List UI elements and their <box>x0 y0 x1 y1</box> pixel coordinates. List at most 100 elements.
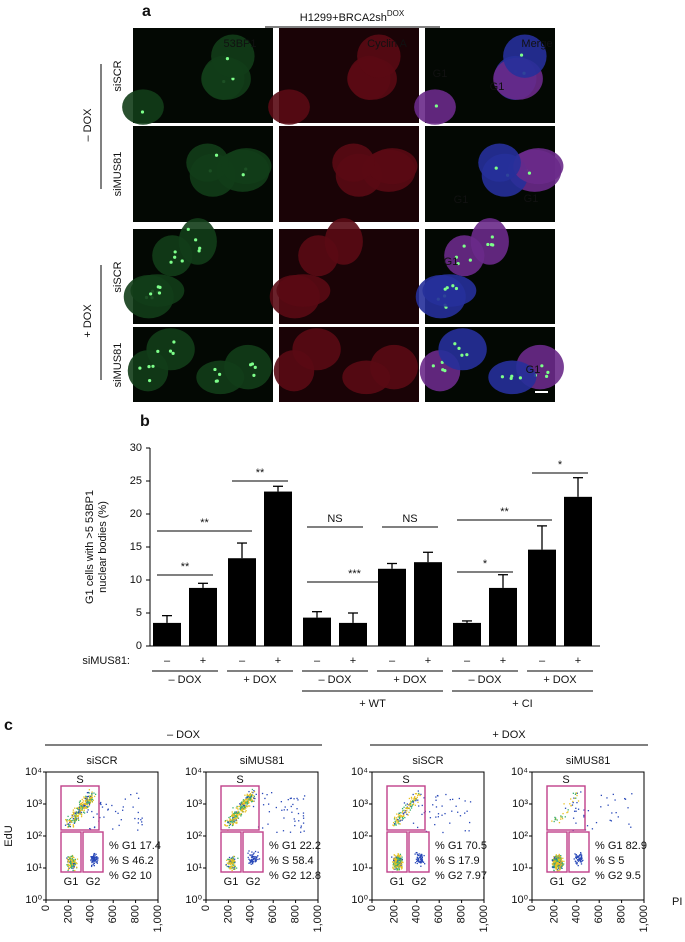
event-dot <box>246 801 248 803</box>
significance-label: NS <box>327 513 342 525</box>
significance-label: ** <box>181 561 190 573</box>
event-dot <box>242 800 245 803</box>
event-dot <box>233 818 235 821</box>
event-dot <box>420 858 422 861</box>
event-dot <box>95 861 97 863</box>
event-dot <box>401 807 404 810</box>
event-dot <box>392 858 395 860</box>
event-dot <box>555 861 557 863</box>
event-dot <box>77 811 80 814</box>
event-dot <box>67 815 69 818</box>
event-dot <box>258 858 261 860</box>
event-dot <box>86 798 88 800</box>
event-dot <box>100 803 102 806</box>
event-dot <box>399 866 401 868</box>
event-dot <box>410 803 412 805</box>
event-dot <box>418 858 420 860</box>
event-dot <box>235 811 238 813</box>
event-dot <box>240 804 243 806</box>
y-tick-label: 15 <box>130 541 142 553</box>
focus <box>186 227 190 231</box>
event-dot <box>296 808 298 810</box>
event-dot <box>575 810 577 812</box>
event-dot <box>398 823 400 825</box>
event-dot <box>76 862 78 865</box>
event-dot <box>266 794 268 796</box>
event-dot <box>413 799 416 802</box>
significance-label: ** <box>256 467 265 479</box>
event-dot <box>93 852 96 855</box>
event-dot <box>294 824 296 827</box>
event-dot <box>83 797 85 799</box>
nucleus <box>211 34 255 78</box>
event-dot <box>397 861 399 863</box>
event-dot <box>580 854 582 856</box>
event-dot <box>559 865 561 868</box>
gate-label: G1 <box>224 876 239 888</box>
event-dot <box>420 793 422 796</box>
event-dot <box>398 860 400 863</box>
event-dot <box>255 860 257 862</box>
nucleus <box>122 89 164 125</box>
event-dot <box>300 825 302 827</box>
event-dot <box>229 860 232 862</box>
event-dot <box>397 859 399 861</box>
event-dot <box>244 808 246 810</box>
event-dot <box>253 855 255 858</box>
y-axis-label: nuclear bodies (%) <box>97 501 109 593</box>
event-dot <box>240 805 242 807</box>
focus <box>518 376 522 380</box>
event-dot <box>228 858 230 861</box>
event-dot <box>226 865 228 868</box>
event-dot <box>397 860 400 863</box>
event-dot <box>395 859 397 862</box>
event-dot <box>232 817 234 819</box>
event-dot <box>401 810 404 812</box>
event-dot <box>239 808 241 810</box>
focus <box>147 365 151 369</box>
event-dot <box>553 870 555 872</box>
event-dot <box>551 820 553 822</box>
event-dot <box>578 859 581 861</box>
event-dot <box>80 811 82 814</box>
event-dot <box>67 865 69 868</box>
event-dot <box>562 864 564 866</box>
event-dot <box>242 801 244 804</box>
event-dot <box>141 824 143 826</box>
event-dot <box>91 796 94 799</box>
event-dot <box>553 860 555 862</box>
event-dot <box>557 859 560 862</box>
event-dot <box>75 811 77 813</box>
event-dot <box>137 797 140 799</box>
event-dot <box>246 806 248 808</box>
event-dot <box>83 805 85 807</box>
event-dot <box>397 854 399 856</box>
event-dot <box>82 806 84 808</box>
event-dot <box>137 818 140 820</box>
y-tick-label: 10³ <box>186 798 202 810</box>
event-dot <box>141 821 143 823</box>
column-label: Merge <box>521 38 552 50</box>
event-dot <box>555 860 558 863</box>
event-dot <box>580 857 583 859</box>
event-dot <box>250 797 252 800</box>
event-dot <box>229 816 232 818</box>
event-dot <box>253 858 256 860</box>
bar <box>153 622 181 646</box>
gate <box>386 785 426 831</box>
x-tick-label: 400 <box>411 905 423 923</box>
event-dot <box>255 858 257 860</box>
event-dot <box>560 855 562 857</box>
nucleus <box>342 360 391 395</box>
event-dot <box>392 863 395 865</box>
bar <box>414 562 442 646</box>
event-dot <box>91 798 94 801</box>
event-dot <box>114 810 117 813</box>
event-dot <box>72 860 75 862</box>
event-dot <box>451 798 454 801</box>
event-dot <box>396 858 398 861</box>
event-dot <box>572 800 574 803</box>
event-dot <box>566 811 568 814</box>
event-dot <box>576 801 578 804</box>
event-dot <box>576 792 578 794</box>
